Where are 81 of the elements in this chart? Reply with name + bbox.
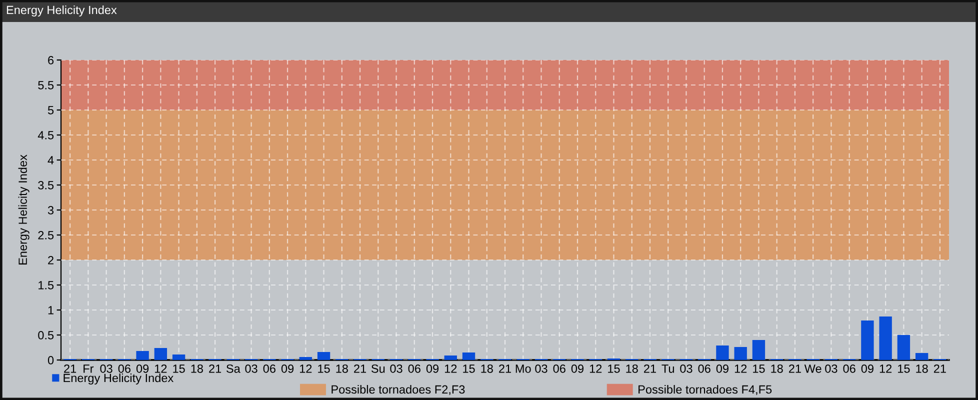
bar bbox=[444, 356, 457, 360]
x-tick-label: 09 bbox=[136, 364, 149, 373]
x-tick-label: 03 bbox=[100, 364, 112, 373]
legend-label: Possible tornadoes F4,F5 bbox=[638, 384, 772, 396]
x-tick-label: 03 bbox=[680, 364, 692, 373]
x-tick-label: 12 bbox=[880, 364, 892, 373]
y-tick-label: 3.5 bbox=[38, 181, 54, 190]
x-tick-label: 15 bbox=[173, 364, 185, 373]
x-tick-label: 18 bbox=[191, 364, 203, 373]
x-tick-label: Su bbox=[371, 364, 385, 373]
chart-title: Energy Helicity Index bbox=[6, 6, 117, 16]
bar bbox=[154, 348, 168, 360]
x-tick-label: 06 bbox=[698, 364, 710, 373]
bar bbox=[752, 340, 766, 360]
x-tick-label: 12 bbox=[300, 364, 312, 373]
bar bbox=[317, 352, 330, 360]
x-tick-label: 21 bbox=[354, 364, 366, 373]
x-tick-label: 06 bbox=[553, 364, 566, 373]
x-tick-label: 03 bbox=[825, 364, 838, 373]
bar bbox=[299, 357, 312, 360]
x-tick-label: 21 bbox=[934, 364, 946, 373]
x-tick-label: 18 bbox=[481, 364, 493, 373]
y-tick-label: 0 bbox=[48, 356, 54, 364]
x-tick-label: 06 bbox=[118, 364, 130, 373]
x-tick-label: 09 bbox=[281, 364, 294, 373]
y-tick-label: 2.5 bbox=[38, 231, 54, 240]
x-tick-label: 12 bbox=[444, 364, 457, 373]
legend-label: Energy Helicity Index bbox=[64, 374, 174, 385]
x-tick-label: 12 bbox=[734, 364, 747, 373]
x-tick-label: 21 bbox=[499, 364, 511, 373]
x-tick-label: We bbox=[804, 364, 822, 373]
y-tick-label: 1 bbox=[48, 306, 54, 314]
x-tick-label: 15 bbox=[753, 364, 765, 373]
y-tick-label: 4.5 bbox=[38, 131, 54, 140]
x-tick-label: 03 bbox=[390, 364, 402, 373]
bar bbox=[734, 347, 747, 360]
x-tick-label: 18 bbox=[626, 364, 638, 373]
y-tick-label: 0.5 bbox=[38, 331, 54, 340]
x-tick-label: 15 bbox=[608, 364, 620, 373]
x-tick-label: 15 bbox=[898, 364, 910, 373]
bar bbox=[915, 353, 928, 360]
bar bbox=[897, 335, 910, 360]
bar bbox=[136, 351, 149, 360]
x-tick-label: 18 bbox=[771, 364, 783, 373]
y-tick-label: 6 bbox=[48, 56, 54, 64]
bar bbox=[879, 316, 892, 360]
y-tick-label: 2 bbox=[48, 256, 54, 264]
x-tick-label: 18 bbox=[336, 364, 348, 373]
x-tick-label: 06 bbox=[408, 364, 420, 373]
y-axis-title: Energy Helicity Index bbox=[18, 154, 30, 264]
x-tick-label: 18 bbox=[916, 364, 928, 373]
x-tick-label: 21 bbox=[64, 364, 76, 373]
x-tick-label: 03 bbox=[535, 364, 548, 373]
x-tick-label: 15 bbox=[318, 364, 330, 373]
x-tick-label: 21 bbox=[788, 364, 801, 373]
bar bbox=[861, 320, 874, 360]
x-tick-label: Fr bbox=[84, 364, 94, 373]
x-tick-label: 15 bbox=[463, 364, 475, 373]
y-tick-label: 3 bbox=[48, 206, 54, 214]
bar bbox=[462, 352, 476, 360]
x-tick-label: 09 bbox=[716, 364, 728, 373]
x-tick-label: Mo bbox=[516, 364, 531, 373]
legend-label: Possible tornadoes F2,F3 bbox=[332, 384, 465, 396]
x-tick-label: 03 bbox=[245, 364, 258, 373]
x-tick-label: 09 bbox=[426, 364, 439, 373]
x-tick-label: 06 bbox=[263, 364, 276, 373]
y-tick-label: 5.5 bbox=[38, 81, 54, 90]
x-tick-label: 09 bbox=[861, 364, 874, 373]
x-tick-label: 09 bbox=[571, 364, 584, 373]
bar bbox=[716, 346, 729, 360]
y-tick-label: 1.5 bbox=[38, 281, 54, 290]
x-tick-label: 06 bbox=[843, 364, 856, 373]
y-tick-label: 4 bbox=[48, 156, 54, 164]
x-tick-label: 12 bbox=[590, 364, 602, 373]
x-tick-label: 12 bbox=[155, 364, 167, 373]
bar bbox=[172, 354, 186, 360]
y-tick-label: 5 bbox=[48, 106, 54, 114]
x-tick-label: Sa bbox=[226, 364, 240, 373]
x-tick-label: Tu bbox=[662, 364, 674, 373]
x-tick-label: 21 bbox=[644, 364, 656, 373]
x-tick-label: 21 bbox=[209, 364, 222, 373]
